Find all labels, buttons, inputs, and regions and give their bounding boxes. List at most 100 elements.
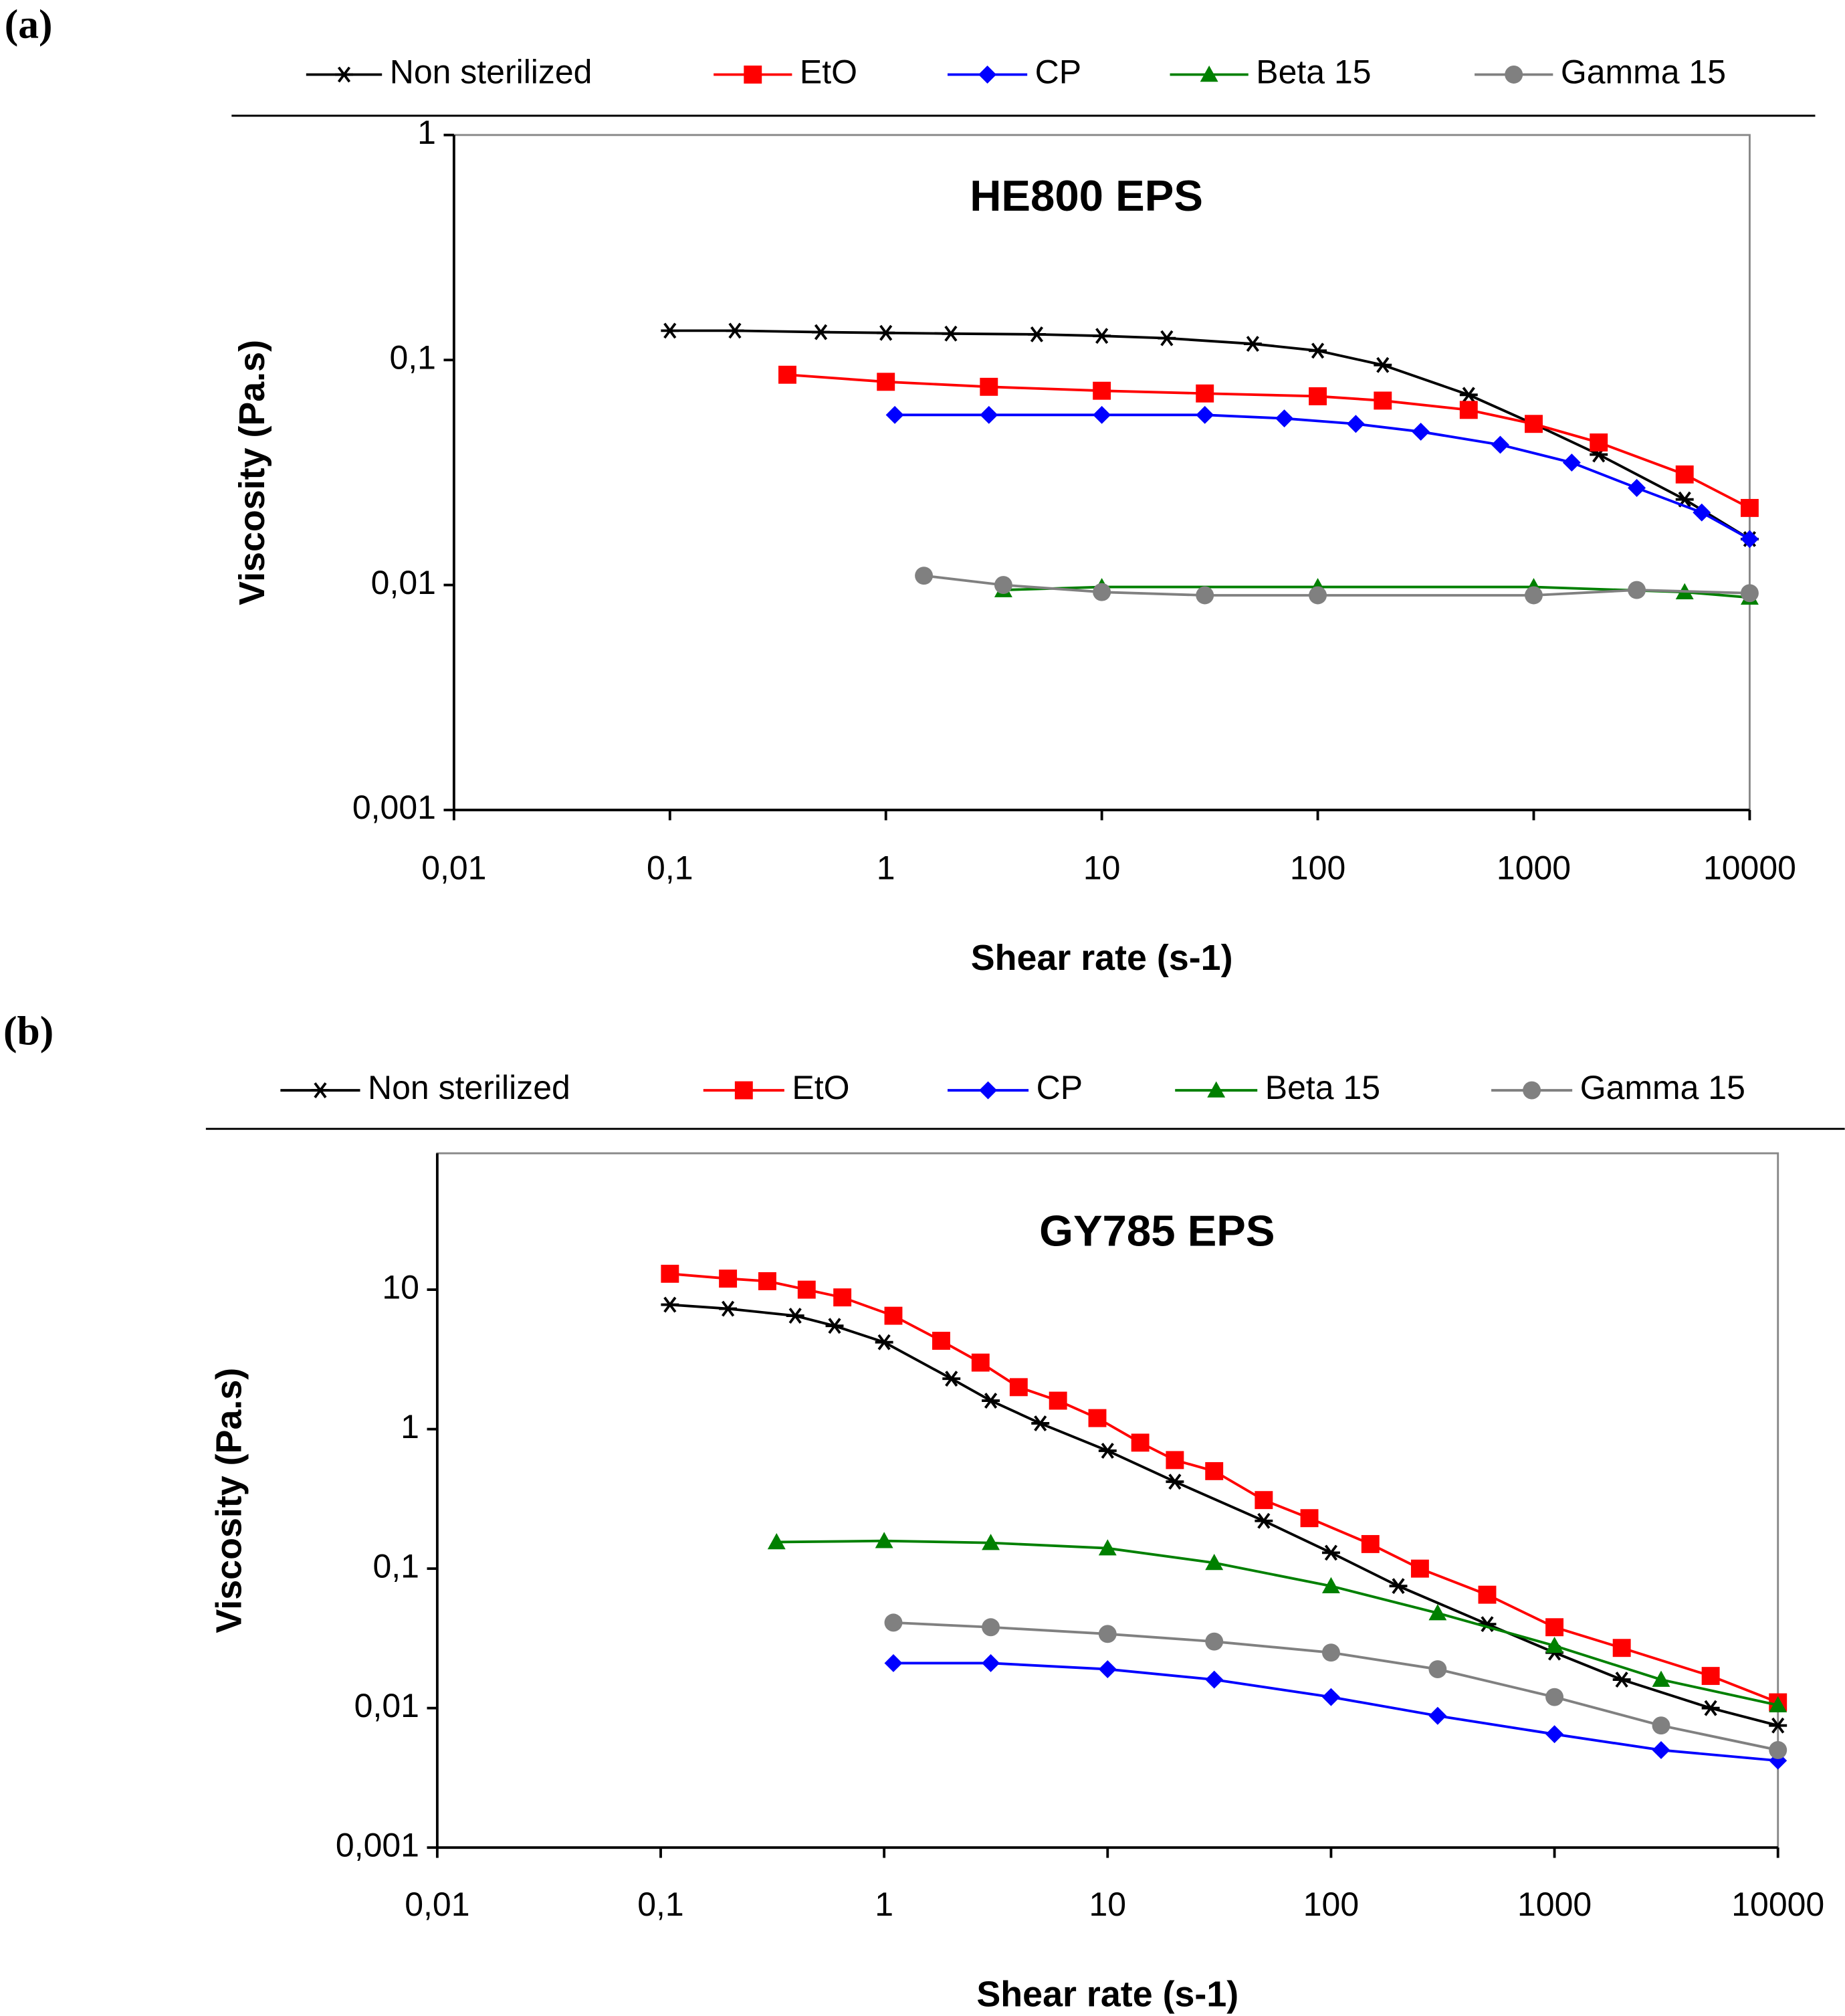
marker	[1410, 1559, 1429, 1578]
marker	[1093, 405, 1111, 424]
x-tick-label: 1	[877, 849, 895, 887]
x-tick-label: 1000	[1497, 849, 1571, 887]
y-axis-label: Viscosity (Pa.s)	[232, 340, 272, 605]
marker	[1205, 1554, 1224, 1571]
legend-label: CP	[1035, 54, 1081, 91]
legend-label: EtO	[792, 1069, 849, 1106]
marker	[1701, 1667, 1720, 1686]
marker	[1158, 330, 1176, 346]
marker	[1275, 409, 1294, 428]
x-tick-label: 0,01	[405, 1886, 469, 1923]
legend-marker	[1505, 66, 1523, 84]
marker	[1389, 1578, 1408, 1595]
series-line	[669, 1303, 1779, 1727]
marker	[1255, 1491, 1273, 1510]
plot-frame	[453, 134, 1751, 811]
legend-label: Non sterilized	[368, 1069, 570, 1106]
marker	[1459, 387, 1478, 403]
marker	[1093, 381, 1111, 400]
marker	[982, 1393, 1000, 1409]
marker	[1166, 1474, 1184, 1490]
marker	[786, 1308, 804, 1324]
marker	[1612, 1672, 1631, 1688]
x-tick-label: 10	[1089, 1886, 1126, 1923]
marker	[1628, 581, 1646, 599]
marker	[980, 377, 998, 396]
y-tick-label: 1	[401, 1408, 419, 1445]
legend-marker	[978, 66, 997, 84]
marker	[1098, 1625, 1117, 1643]
panel-label: (b)	[3, 1008, 53, 1053]
marker	[1374, 391, 1392, 410]
marker	[1196, 586, 1214, 605]
y-tick-label: 0,01	[354, 1687, 419, 1724]
marker	[971, 1353, 990, 1372]
marker	[1346, 415, 1365, 433]
marker	[1545, 1636, 1564, 1653]
marker	[1374, 357, 1392, 373]
marker	[1300, 1509, 1319, 1528]
series-line	[669, 329, 1751, 540]
legend-label: CP	[1037, 1069, 1083, 1106]
legend-label: Non sterilized	[390, 54, 592, 91]
marker	[1309, 586, 1327, 605]
x-tick-label: 1000	[1517, 1886, 1592, 1923]
series-line	[893, 1661, 1778, 1762]
marker	[1098, 1660, 1117, 1678]
marker	[1321, 1577, 1340, 1593]
marker	[1545, 1725, 1564, 1744]
legend-marker	[979, 1081, 997, 1100]
marker	[1562, 453, 1581, 472]
marker	[812, 324, 830, 340]
marker	[1321, 1643, 1340, 1662]
marker	[994, 576, 1012, 595]
x-tick-label: 100	[1303, 1886, 1359, 1923]
marker	[1098, 1442, 1117, 1459]
marker	[1088, 1409, 1107, 1427]
marker	[1701, 1700, 1720, 1716]
marker	[825, 1318, 844, 1334]
x-axis-label: Shear rate (s-1)	[976, 1974, 1238, 2014]
series-line	[1003, 585, 1750, 599]
marker	[1428, 1604, 1447, 1621]
marker	[1309, 387, 1327, 405]
marker	[726, 322, 744, 339]
marker	[1675, 465, 1694, 484]
marker	[1652, 1716, 1670, 1735]
marker	[1093, 583, 1111, 601]
x-tick-label: 1	[875, 1886, 893, 1923]
marker	[797, 1280, 816, 1299]
marker	[1478, 1585, 1497, 1604]
marker	[884, 1613, 903, 1632]
series-line	[776, 1539, 1779, 1707]
x-tick-label: 10000	[1731, 1886, 1824, 1923]
marker	[1321, 1544, 1340, 1561]
marker	[1545, 1618, 1564, 1637]
y-tick-label: 1	[417, 114, 436, 151]
x-tick-label: 10	[1083, 849, 1121, 887]
marker	[1590, 433, 1608, 451]
plot-frame	[436, 1152, 1779, 1849]
marker	[1652, 1740, 1670, 1759]
marker	[1545, 1688, 1564, 1706]
x-axis-label: Shear rate (s-1)	[971, 938, 1233, 978]
y-tick-label: 0,01	[371, 564, 436, 601]
marker	[884, 1306, 903, 1325]
marker	[1309, 342, 1327, 359]
marker	[1428, 1660, 1447, 1678]
legend-marker	[744, 66, 762, 84]
marker	[877, 373, 895, 391]
marker	[877, 324, 895, 341]
marker	[719, 1270, 738, 1288]
marker	[1361, 1534, 1380, 1553]
x-tick-label: 10000	[1703, 849, 1796, 887]
marker	[942, 325, 960, 342]
marker	[758, 1272, 776, 1290]
marker	[1491, 435, 1509, 454]
legend-marker	[1207, 1081, 1226, 1098]
legend-label: Beta 15	[1265, 1069, 1380, 1106]
series-line	[669, 1272, 1779, 1704]
marker	[980, 405, 998, 424]
legend-label: Gamma 15	[1580, 1069, 1745, 1106]
